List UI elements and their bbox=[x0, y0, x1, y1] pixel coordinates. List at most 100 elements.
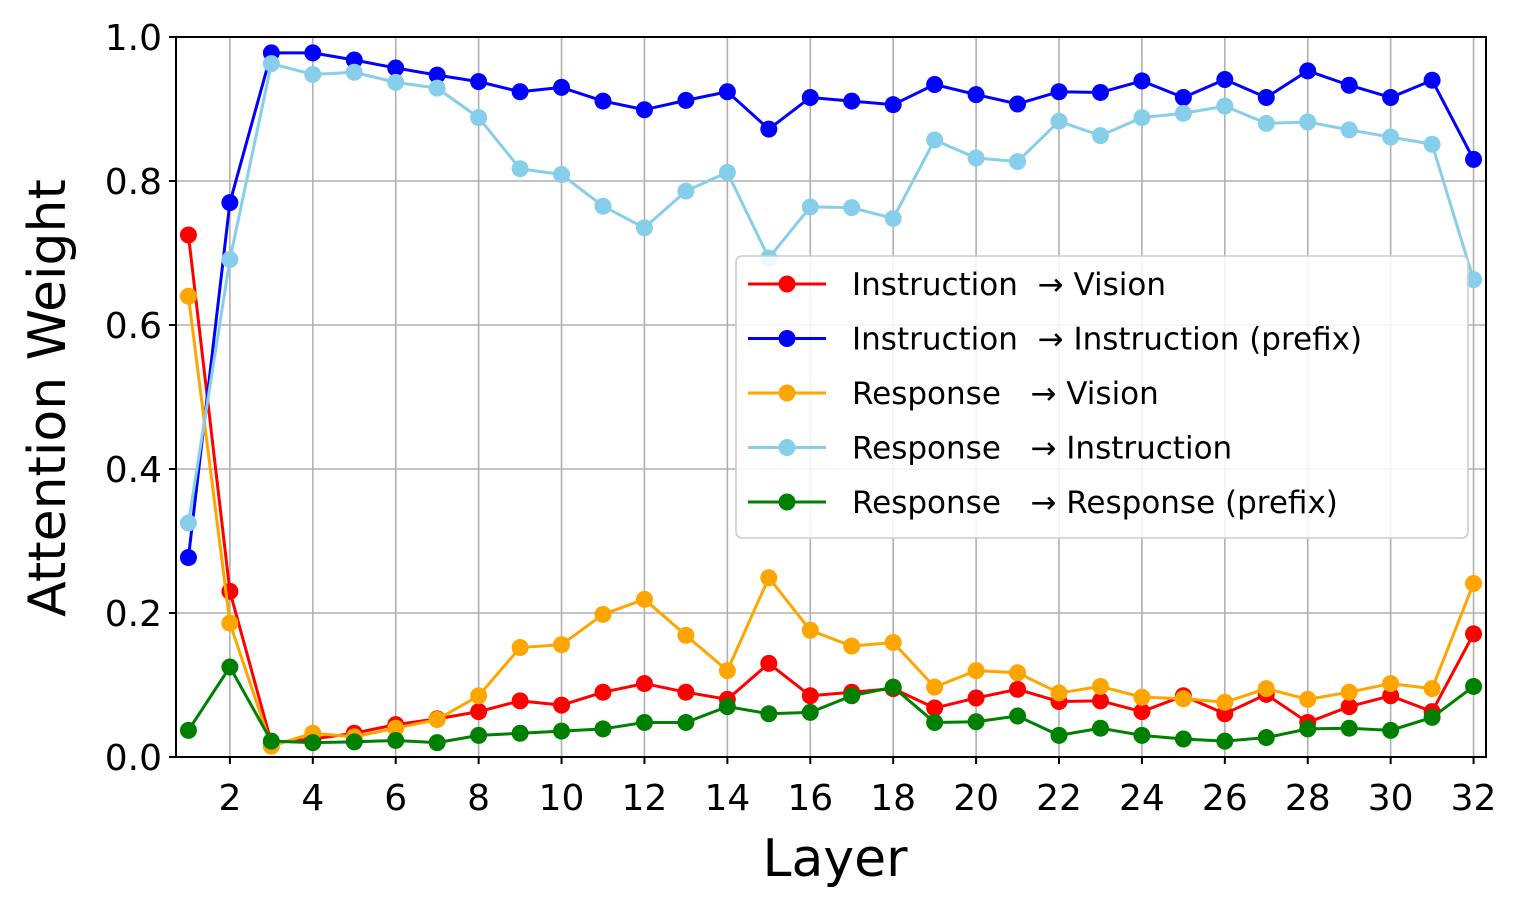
data-point bbox=[345, 63, 363, 81]
y-tick-label: 0.0 bbox=[105, 738, 162, 779]
data-point bbox=[304, 65, 322, 83]
x-tick-label: 20 bbox=[953, 778, 999, 819]
data-point bbox=[387, 59, 405, 77]
data-point bbox=[594, 683, 612, 701]
data-point bbox=[387, 73, 405, 91]
data-point bbox=[1465, 150, 1483, 168]
data-point bbox=[635, 590, 653, 608]
data-point bbox=[967, 713, 985, 731]
data-point bbox=[677, 683, 695, 701]
data-point bbox=[304, 44, 322, 62]
data-point bbox=[760, 654, 778, 672]
data-point bbox=[304, 734, 322, 752]
data-point bbox=[1133, 72, 1151, 90]
data-point bbox=[1299, 690, 1317, 708]
data-point bbox=[511, 639, 529, 657]
data-point bbox=[1382, 721, 1400, 739]
legend-label: Response → Instruction bbox=[852, 431, 1232, 467]
x-tick-label: 24 bbox=[1119, 778, 1165, 819]
x-tick-label: 28 bbox=[1285, 778, 1331, 819]
x-tick-label: 22 bbox=[1036, 778, 1082, 819]
data-point bbox=[843, 687, 861, 705]
data-point bbox=[718, 163, 736, 181]
data-point bbox=[511, 724, 529, 742]
data-point bbox=[1340, 698, 1358, 716]
data-point bbox=[345, 733, 363, 751]
legend-label: Instruction → Vision bbox=[852, 267, 1166, 303]
data-point bbox=[428, 711, 446, 729]
data-point bbox=[967, 86, 985, 104]
data-point bbox=[1174, 88, 1192, 106]
data-point bbox=[1257, 88, 1275, 106]
data-point bbox=[635, 675, 653, 693]
data-point bbox=[1009, 707, 1027, 725]
data-point bbox=[262, 55, 280, 73]
data-point bbox=[470, 687, 488, 705]
legend-item: Response → Response (prefix) bbox=[748, 485, 1338, 521]
x-tick-label: 6 bbox=[384, 778, 407, 819]
data-point bbox=[179, 226, 197, 244]
data-point bbox=[1133, 688, 1151, 706]
data-point bbox=[1465, 574, 1483, 592]
data-point bbox=[1133, 703, 1151, 721]
data-point bbox=[1091, 677, 1109, 695]
legend-marker bbox=[778, 439, 796, 456]
data-point bbox=[635, 101, 653, 119]
legend-item: Instruction → Vision bbox=[748, 267, 1166, 303]
data-point bbox=[179, 287, 197, 305]
x-tick-label: 2 bbox=[218, 778, 241, 819]
x-tick-label: 16 bbox=[787, 778, 833, 819]
data-point bbox=[221, 658, 239, 676]
data-point bbox=[594, 197, 612, 215]
data-point bbox=[262, 732, 280, 750]
data-point bbox=[801, 198, 819, 216]
data-point bbox=[221, 194, 239, 212]
data-point bbox=[1050, 726, 1068, 744]
data-point bbox=[1299, 113, 1317, 131]
data-point bbox=[718, 698, 736, 716]
data-point bbox=[760, 120, 778, 138]
x-tick-label: 10 bbox=[539, 778, 585, 819]
data-point bbox=[594, 605, 612, 623]
data-point bbox=[1465, 625, 1483, 643]
plot-frame bbox=[175, 36, 1487, 758]
data-point bbox=[1465, 271, 1483, 289]
data-point bbox=[801, 88, 819, 106]
y-tick-label: 0.6 bbox=[105, 306, 162, 347]
data-point bbox=[1340, 719, 1358, 737]
x-tick-label: 14 bbox=[704, 778, 750, 819]
y-tick-label: 1.0 bbox=[105, 18, 162, 59]
y-axis-ticks: 0.0 0.2 0.4 0.6 0.8 1.0 bbox=[105, 18, 176, 779]
data-point bbox=[884, 634, 902, 652]
data-point bbox=[1133, 109, 1151, 127]
data-point bbox=[635, 219, 653, 237]
data-point bbox=[1340, 121, 1358, 139]
data-point bbox=[677, 713, 695, 731]
legend-box bbox=[735, 255, 1469, 539]
series-5 bbox=[179, 658, 1483, 752]
data-point bbox=[1174, 730, 1192, 748]
data-point bbox=[1050, 684, 1068, 702]
legend-marker bbox=[778, 330, 796, 347]
y-axis-title: Attention Weight bbox=[18, 179, 78, 617]
x-tick-label: 12 bbox=[622, 778, 668, 819]
data-point bbox=[387, 731, 405, 749]
data-point bbox=[1091, 127, 1109, 145]
data-point bbox=[1174, 104, 1192, 122]
data-point bbox=[801, 687, 819, 705]
data-point bbox=[594, 720, 612, 738]
data-point bbox=[967, 149, 985, 167]
data-point bbox=[470, 726, 488, 744]
data-point bbox=[1257, 114, 1275, 132]
x-tick-label: 4 bbox=[301, 778, 324, 819]
data-point bbox=[801, 703, 819, 721]
data-point bbox=[1340, 76, 1358, 94]
data-point bbox=[1423, 135, 1441, 153]
data-point bbox=[553, 696, 571, 714]
x-axis-title: Layer bbox=[763, 829, 909, 889]
data-point bbox=[1382, 128, 1400, 146]
data-point bbox=[1423, 71, 1441, 89]
data-point bbox=[1382, 88, 1400, 106]
data-point bbox=[553, 78, 571, 96]
